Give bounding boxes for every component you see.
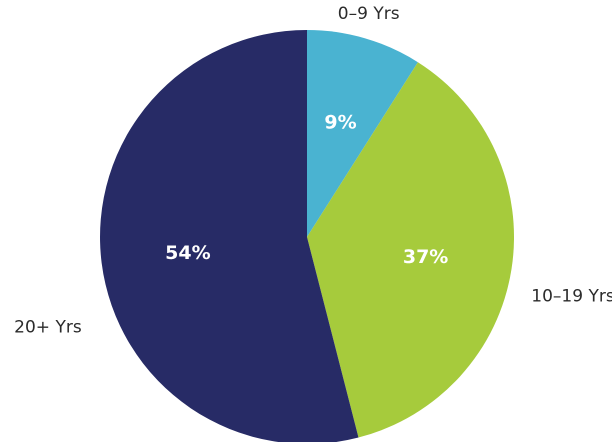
pie-category-labels: 0–9 Yrs 10–19 Yrs 20+ Yrs xyxy=(14,4,612,338)
slice-value-label: 9% xyxy=(324,112,356,134)
pie-slice-10-19-yrs xyxy=(307,62,515,438)
category-label-10-19-yrs: 10–19 Yrs xyxy=(531,287,612,307)
category-label-0-9-yrs: 0–9 Yrs xyxy=(338,4,400,24)
category-label-20-yrs: 20+ Yrs xyxy=(14,318,82,338)
slice-value-label: 54% xyxy=(165,242,210,264)
slice-value-label: 37% xyxy=(403,246,448,268)
pie-slice-20-yrs xyxy=(100,30,359,444)
pie-slice-0-9-yrs xyxy=(307,29,418,237)
pie-value-labels: 9% 37% 54% xyxy=(165,112,448,268)
pie-slices xyxy=(100,29,515,444)
